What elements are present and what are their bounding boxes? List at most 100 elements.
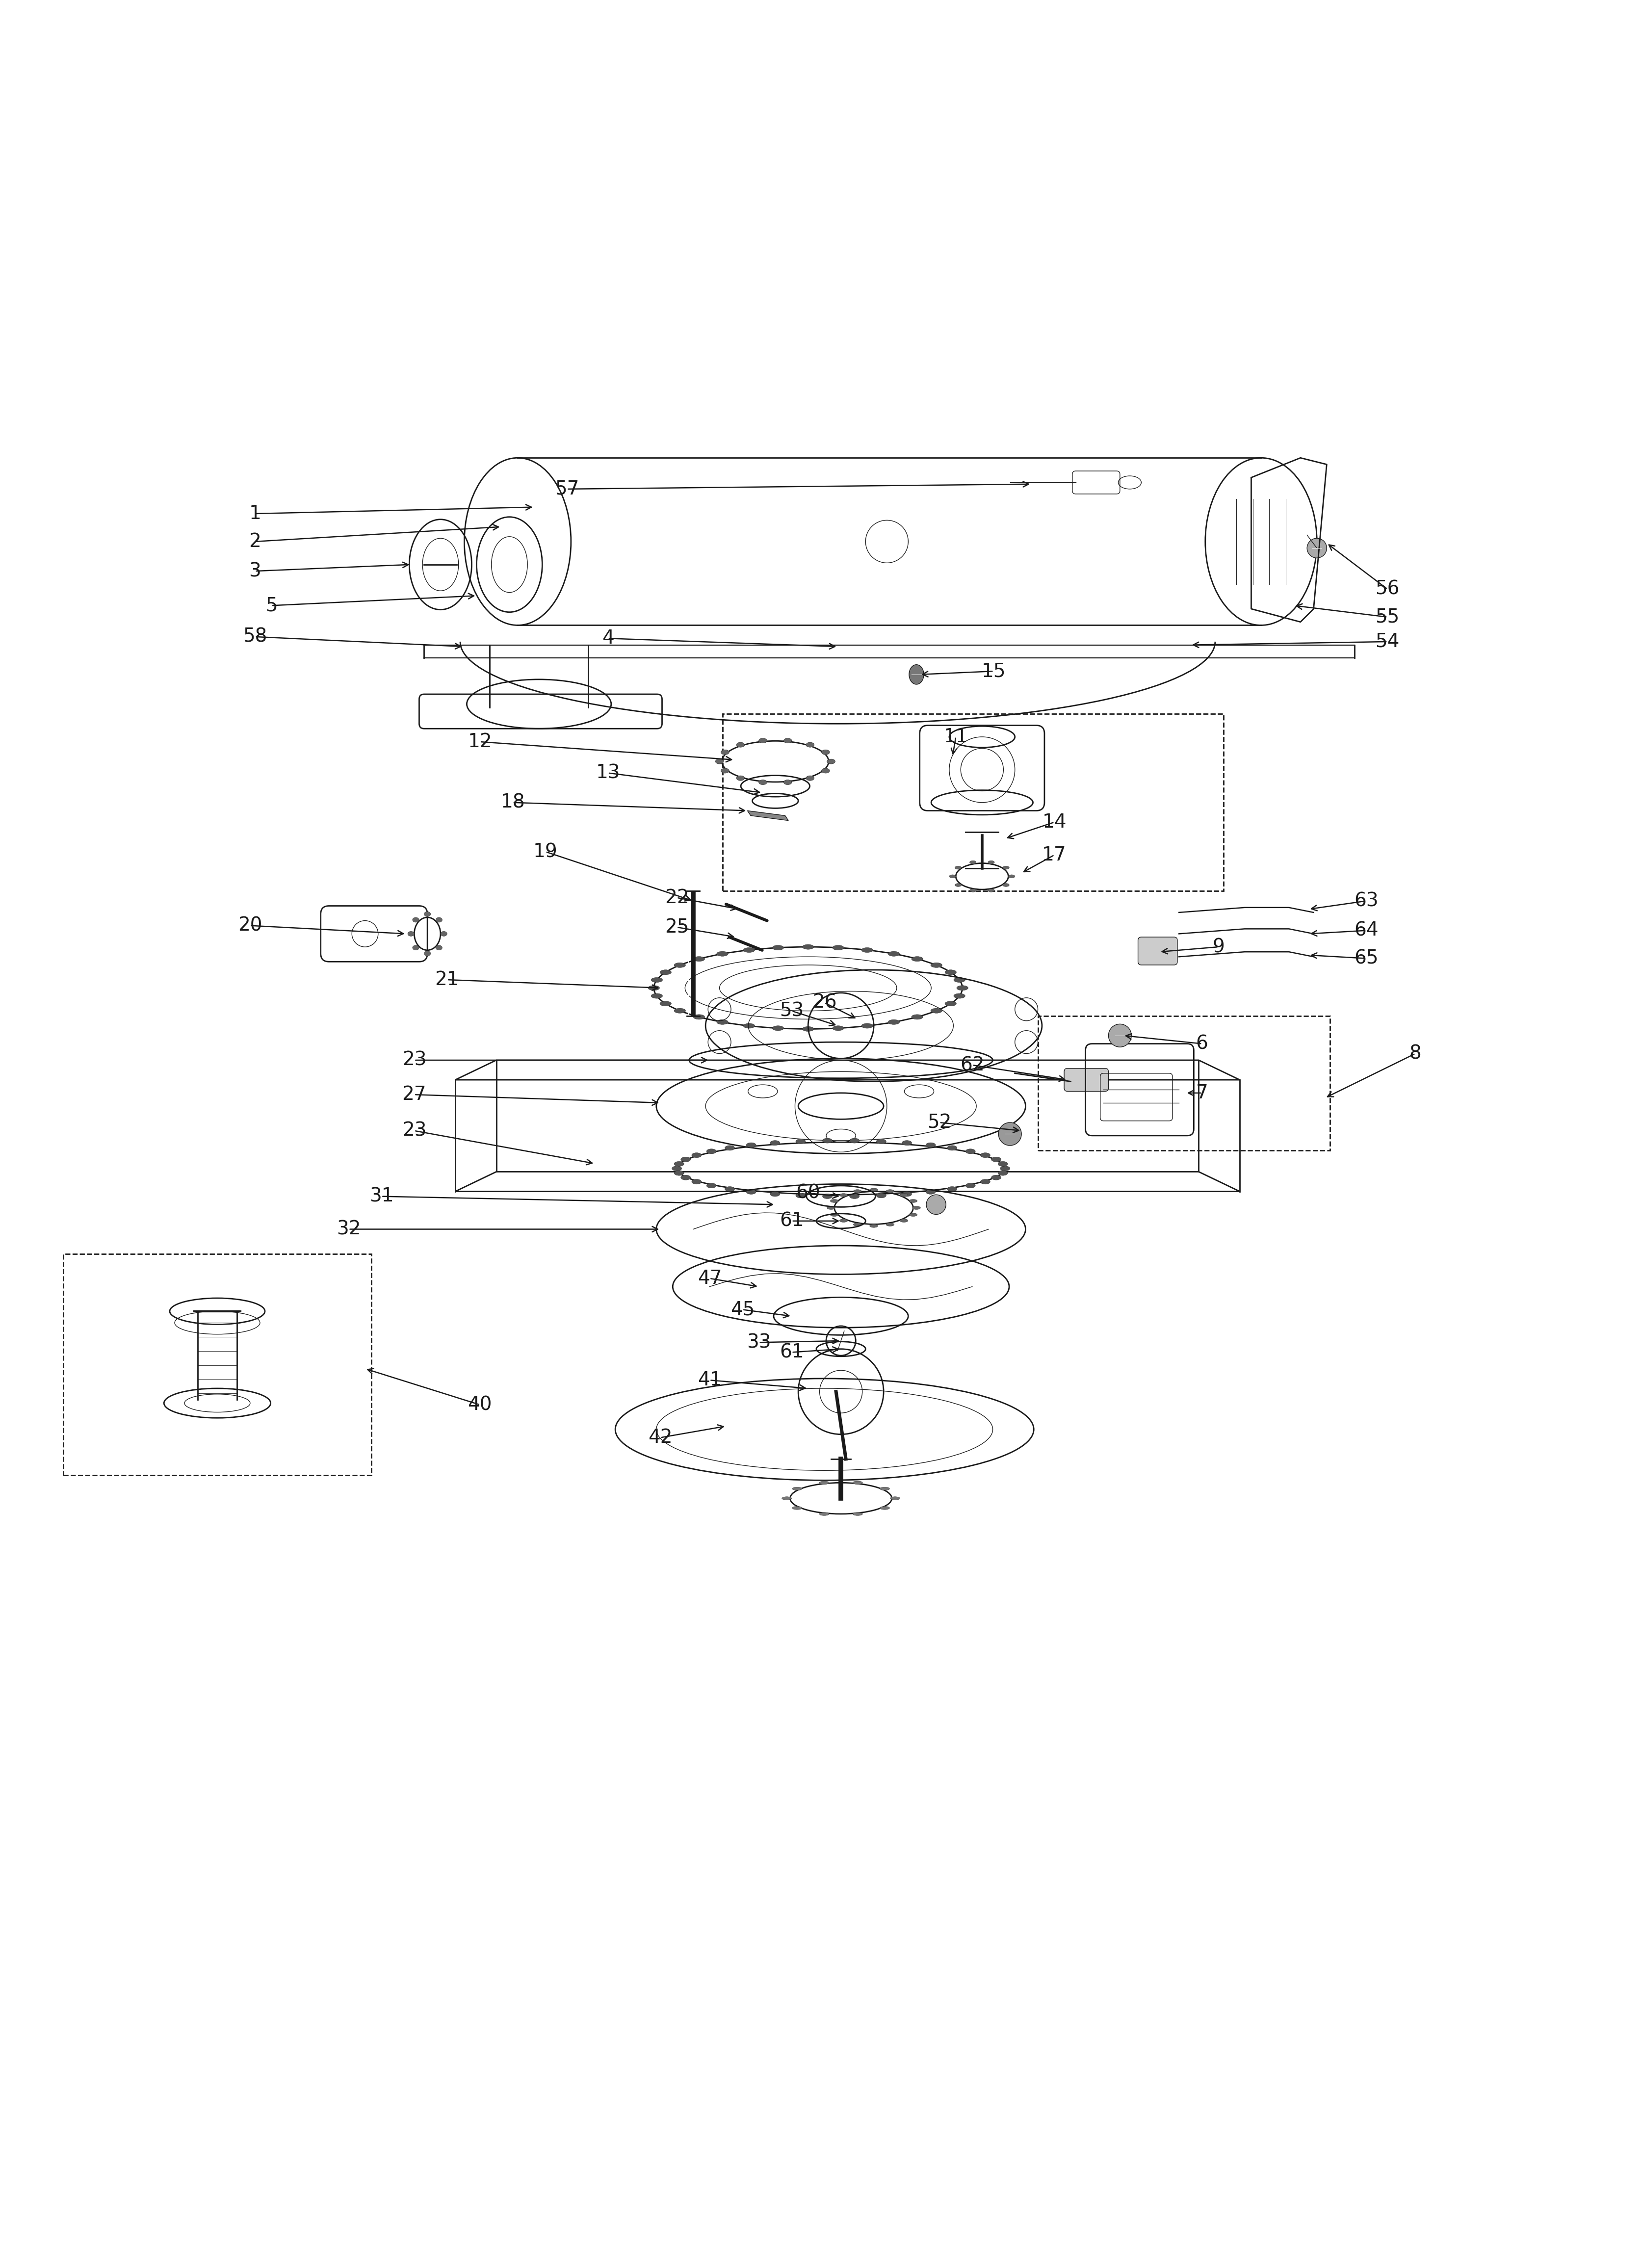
- Text: 14: 14: [1041, 812, 1066, 832]
- FancyBboxPatch shape: [1138, 937, 1177, 964]
- Text: 55: 55: [1374, 608, 1399, 626]
- Ellipse shape: [680, 1157, 690, 1161]
- Text: 32: 32: [337, 1220, 361, 1238]
- Ellipse shape: [852, 1481, 862, 1483]
- Ellipse shape: [673, 1170, 683, 1175]
- Ellipse shape: [783, 737, 791, 744]
- Text: 62: 62: [961, 1055, 984, 1075]
- Ellipse shape: [744, 948, 755, 953]
- Text: 41: 41: [698, 1370, 721, 1390]
- Ellipse shape: [947, 1186, 957, 1191]
- Ellipse shape: [849, 1193, 859, 1200]
- Text: 17: 17: [1041, 846, 1066, 864]
- Text: 23: 23: [402, 1120, 427, 1141]
- Text: 60: 60: [796, 1184, 819, 1202]
- Text: 52: 52: [928, 1114, 951, 1132]
- Text: 58: 58: [243, 628, 268, 646]
- Ellipse shape: [716, 950, 727, 957]
- Bar: [1038, 1016, 1330, 1150]
- Text: 6: 6: [1195, 1034, 1209, 1052]
- Ellipse shape: [660, 1000, 672, 1007]
- Ellipse shape: [931, 962, 943, 968]
- Ellipse shape: [691, 1152, 701, 1157]
- Text: 3: 3: [250, 562, 261, 581]
- Text: 47: 47: [698, 1270, 721, 1288]
- Ellipse shape: [931, 1009, 943, 1014]
- Ellipse shape: [660, 971, 672, 975]
- Ellipse shape: [706, 1150, 716, 1154]
- Ellipse shape: [987, 860, 993, 864]
- Ellipse shape: [839, 1193, 847, 1198]
- Ellipse shape: [969, 860, 975, 864]
- Text: 25: 25: [665, 919, 688, 937]
- Ellipse shape: [832, 1025, 844, 1030]
- Ellipse shape: [990, 1175, 1000, 1179]
- Ellipse shape: [782, 1497, 791, 1499]
- Ellipse shape: [1000, 1166, 1010, 1170]
- Ellipse shape: [1002, 866, 1008, 869]
- Ellipse shape: [770, 1191, 780, 1198]
- Text: 33: 33: [747, 1334, 770, 1352]
- Ellipse shape: [680, 1175, 690, 1179]
- Ellipse shape: [852, 1513, 862, 1515]
- Text: 61: 61: [780, 1211, 803, 1229]
- Ellipse shape: [829, 1213, 837, 1216]
- Ellipse shape: [869, 1188, 877, 1191]
- Ellipse shape: [954, 866, 961, 869]
- Ellipse shape: [803, 943, 814, 950]
- Text: 63: 63: [1353, 891, 1378, 909]
- Ellipse shape: [650, 993, 662, 998]
- Ellipse shape: [783, 780, 791, 785]
- Text: 13: 13: [596, 764, 621, 782]
- Ellipse shape: [944, 1000, 956, 1007]
- Ellipse shape: [980, 1179, 990, 1184]
- Text: 65: 65: [1353, 948, 1378, 968]
- Ellipse shape: [901, 1191, 911, 1198]
- Text: 18: 18: [501, 794, 525, 812]
- Text: 7: 7: [1195, 1084, 1209, 1102]
- Ellipse shape: [791, 1506, 801, 1510]
- Ellipse shape: [911, 957, 923, 962]
- Ellipse shape: [424, 950, 430, 955]
- Ellipse shape: [736, 776, 744, 780]
- Ellipse shape: [888, 1021, 900, 1025]
- Ellipse shape: [860, 1023, 872, 1027]
- Text: 22: 22: [665, 889, 688, 907]
- Ellipse shape: [803, 1027, 814, 1032]
- Ellipse shape: [407, 932, 414, 937]
- Ellipse shape: [980, 1152, 990, 1157]
- Ellipse shape: [880, 1488, 890, 1490]
- Ellipse shape: [693, 957, 704, 962]
- Text: 8: 8: [1409, 1043, 1420, 1064]
- Ellipse shape: [435, 946, 442, 950]
- Ellipse shape: [854, 1222, 862, 1227]
- Circle shape: [998, 1123, 1021, 1145]
- Ellipse shape: [795, 1193, 805, 1198]
- Ellipse shape: [869, 1225, 877, 1227]
- Ellipse shape: [880, 1506, 890, 1510]
- Ellipse shape: [969, 889, 975, 891]
- Ellipse shape: [877, 1193, 887, 1198]
- Text: 56: 56: [1374, 581, 1399, 599]
- Ellipse shape: [819, 1513, 829, 1515]
- Ellipse shape: [965, 1150, 975, 1154]
- Text: 42: 42: [649, 1429, 672, 1447]
- Ellipse shape: [744, 1023, 755, 1027]
- Ellipse shape: [772, 1025, 783, 1030]
- Ellipse shape: [412, 916, 419, 923]
- Ellipse shape: [890, 1497, 900, 1499]
- Ellipse shape: [854, 1188, 862, 1193]
- Ellipse shape: [745, 1143, 755, 1148]
- Ellipse shape: [908, 1200, 916, 1202]
- Ellipse shape: [911, 1014, 923, 1018]
- Text: 19: 19: [534, 841, 558, 862]
- Ellipse shape: [954, 882, 961, 887]
- Polygon shape: [747, 810, 788, 821]
- Ellipse shape: [716, 760, 724, 764]
- Ellipse shape: [821, 769, 829, 773]
- Ellipse shape: [926, 1143, 936, 1148]
- Ellipse shape: [759, 737, 767, 744]
- Ellipse shape: [877, 1139, 887, 1143]
- Text: 23: 23: [402, 1050, 427, 1070]
- Ellipse shape: [795, 1139, 805, 1143]
